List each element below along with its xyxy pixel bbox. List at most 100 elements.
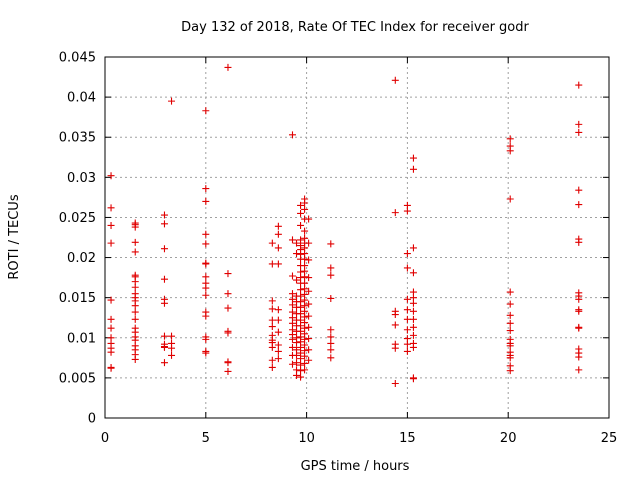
data-point <box>327 333 335 341</box>
data-point <box>293 351 301 359</box>
data-point <box>575 186 583 194</box>
data-point <box>224 359 232 367</box>
data-point <box>268 323 276 331</box>
data-point <box>131 308 139 316</box>
data-point <box>274 316 282 324</box>
data-point <box>403 326 411 334</box>
data-point <box>293 250 301 258</box>
data-point <box>274 306 282 314</box>
data-point <box>301 205 309 213</box>
data-point <box>297 201 305 209</box>
data-point <box>131 355 139 363</box>
data-point <box>327 294 335 302</box>
data-point <box>274 328 282 336</box>
data-points <box>107 63 583 388</box>
y-axis-label: ROTI / TECUs <box>7 194 22 279</box>
data-point <box>297 310 305 318</box>
data-point <box>268 305 276 313</box>
data-point <box>274 230 282 238</box>
data-point <box>297 373 305 381</box>
data-point <box>409 299 417 307</box>
data-point <box>391 344 399 352</box>
data-point <box>409 375 417 383</box>
data-point <box>224 63 232 71</box>
data-point <box>403 264 411 272</box>
data-point <box>305 274 313 282</box>
data-point <box>168 332 176 340</box>
data-point <box>506 342 514 350</box>
data-point <box>224 290 232 298</box>
y-tick-label: 0.045 <box>59 51 96 66</box>
data-point <box>288 319 296 327</box>
data-point <box>403 306 411 314</box>
data-point <box>168 351 176 359</box>
data-point <box>288 272 296 280</box>
data-point <box>409 165 417 173</box>
data-point <box>107 239 115 247</box>
data-point <box>168 344 176 352</box>
x-tick-label: 15 <box>399 431 416 446</box>
data-point <box>305 323 313 331</box>
y-tick-label: 0.03 <box>67 171 96 186</box>
data-point <box>202 273 210 281</box>
data-point <box>575 81 583 89</box>
data-point <box>506 135 514 143</box>
data-point <box>327 339 335 347</box>
data-point <box>297 355 305 363</box>
data-point <box>202 260 210 268</box>
data-point <box>506 327 514 335</box>
y-tick-labels: 0 0.005 0.01 0.015 0.02 0.025 0.03 0.035 0.04 0.0… <box>59 51 96 427</box>
data-point <box>301 227 309 235</box>
y-tick-label: 0.005 <box>59 371 96 386</box>
data-point <box>297 303 305 311</box>
data-point <box>301 359 309 367</box>
data-point <box>506 288 514 296</box>
data-point <box>288 236 296 244</box>
data-point <box>409 331 417 339</box>
data-point <box>327 271 335 279</box>
data-point <box>506 147 514 155</box>
data-point <box>202 349 210 357</box>
data-point <box>131 248 139 256</box>
data-point <box>160 220 168 228</box>
data-point <box>107 204 115 212</box>
data-point <box>409 244 417 252</box>
data-point <box>107 296 115 304</box>
data-point <box>293 359 301 367</box>
data-point <box>268 363 276 371</box>
data-point <box>202 291 210 299</box>
data-point <box>224 304 232 312</box>
data-point <box>268 260 276 268</box>
data-point <box>202 185 210 193</box>
data-point <box>202 230 210 238</box>
grid-lines <box>105 57 609 418</box>
data-point <box>327 240 335 248</box>
data-point <box>297 367 305 375</box>
data-point <box>301 366 309 374</box>
data-point <box>575 201 583 209</box>
data-point <box>575 366 583 374</box>
data-point <box>305 346 313 354</box>
data-point <box>293 339 301 347</box>
data-point <box>274 222 282 230</box>
data-point <box>274 355 282 363</box>
data-point <box>274 347 282 355</box>
data-point <box>288 131 296 139</box>
data-point <box>274 244 282 252</box>
data-point <box>293 371 301 379</box>
data-point <box>288 360 296 368</box>
data-point <box>131 315 139 323</box>
data-point <box>391 380 399 388</box>
data-point <box>305 215 313 223</box>
data-point <box>224 367 232 375</box>
data-point <box>409 315 417 323</box>
x-tick-label: 10 <box>298 431 315 446</box>
data-point <box>391 321 399 329</box>
data-point <box>293 239 301 247</box>
data-point <box>202 197 210 205</box>
data-point <box>202 335 210 343</box>
data-point <box>160 299 168 307</box>
data-point <box>506 354 514 362</box>
data-point <box>305 312 313 320</box>
